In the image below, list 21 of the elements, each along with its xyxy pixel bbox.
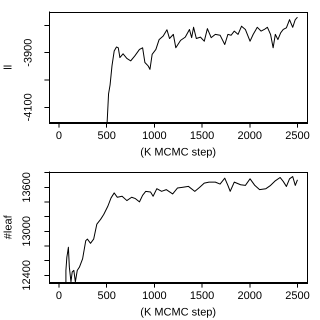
x-axis-title: (K MCMC step)	[140, 146, 216, 158]
x-tick-label: 500	[97, 290, 116, 302]
x-tick-label: 1000	[142, 130, 167, 142]
x-tick-label: 0	[56, 290, 62, 302]
x-tick-label: 1000	[142, 290, 167, 302]
y-tick-label: -3900	[22, 38, 34, 67]
y-tick-label: 12400	[21, 260, 34, 291]
x-tick-label: 1500	[190, 290, 214, 302]
x-tick-label: 2000	[238, 290, 262, 302]
x-tick-label: 1500	[190, 130, 214, 142]
x-tick-label: 500	[97, 130, 116, 142]
y-tick-label: 13000	[21, 216, 34, 247]
x-tick-label: 2500	[285, 290, 310, 302]
x-tick-label: 0	[56, 130, 62, 142]
y-tick-label: -4100	[22, 93, 34, 122]
y-tick-label: 13600	[21, 172, 34, 203]
x-tick-label: 2500	[285, 130, 310, 142]
x-tick-label: 2000	[238, 130, 262, 142]
x-axis-title: (K MCMC step)	[140, 306, 216, 318]
y-axis-title: #leaf	[2, 214, 15, 240]
y-axis-title: ll	[2, 64, 15, 70]
